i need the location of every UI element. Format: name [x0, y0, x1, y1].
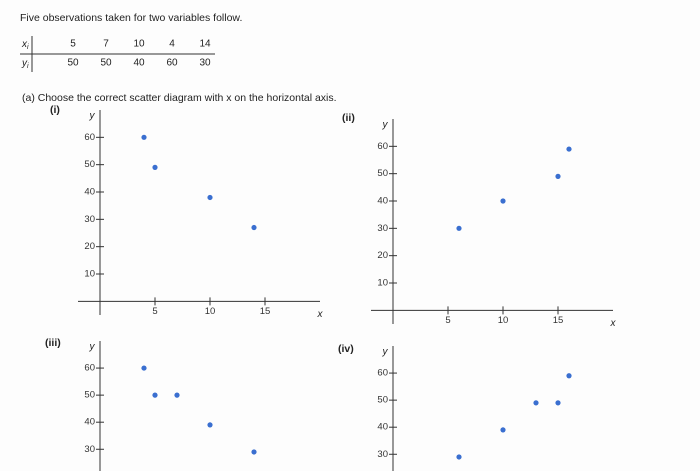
- y-tick-label: 40: [84, 417, 95, 428]
- intro-text: Five observations taken for two variable…: [20, 12, 242, 24]
- y-tick-label: 60: [84, 132, 95, 143]
- y-axis-label: y: [382, 347, 389, 358]
- y-tick-label: 30: [377, 223, 388, 234]
- x-tick-label: 15: [553, 315, 564, 326]
- table-cell: 5: [70, 39, 76, 50]
- x-tick-label: 10: [205, 306, 216, 317]
- y-axis-label: y: [382, 120, 389, 131]
- y-tick-label: 50: [377, 168, 388, 179]
- scatter-point: [533, 400, 539, 406]
- y-axis-label: y: [89, 111, 96, 122]
- table-cell: 50: [100, 58, 112, 69]
- scatter-point: [456, 225, 462, 231]
- y-tick-label: 40: [377, 196, 388, 207]
- y-tick-label: 60: [84, 363, 95, 374]
- table-cell: 4: [169, 39, 175, 50]
- y-tick-label: 30: [84, 214, 95, 225]
- scatter-point: [500, 427, 506, 433]
- table-cell: 50: [67, 58, 79, 69]
- scatter-point: [456, 454, 462, 460]
- row-label: xi: [21, 39, 29, 51]
- scatter-point: [566, 373, 572, 379]
- y-tick-label: 20: [377, 250, 388, 261]
- scatter-point: [555, 400, 561, 406]
- table-cell: 10: [133, 39, 145, 50]
- y-tick-label: 50: [84, 390, 95, 401]
- x-tick-label: 5: [445, 315, 450, 326]
- scatter-point: [207, 194, 213, 201]
- scatter-point: [141, 134, 147, 140]
- x-tick-label: 5: [152, 306, 157, 317]
- plot-label: (i): [50, 104, 60, 116]
- y-tick-label: 30: [377, 449, 388, 460]
- plot-label: (ii): [342, 112, 355, 124]
- row-label: yi: [21, 58, 29, 70]
- scatter-point: [555, 173, 561, 179]
- table-cell: 14: [199, 39, 211, 50]
- y-tick-label: 50: [84, 159, 95, 170]
- plot-label: (iii): [45, 337, 61, 349]
- y-tick-label: 40: [84, 187, 95, 198]
- y-tick-label: 10: [84, 269, 95, 280]
- scatter-point: [152, 164, 158, 170]
- scatter-point: [207, 422, 213, 428]
- scatter-point: [152, 392, 158, 398]
- row-label-sub: i: [27, 44, 29, 51]
- x-axis-label: x: [317, 309, 324, 320]
- table-cell: 30: [199, 58, 211, 69]
- y-tick-label: 20: [84, 241, 95, 252]
- question-text: (a) Choose the correct scatter diagram w…: [22, 92, 337, 104]
- scatter-point: [251, 224, 257, 231]
- table-cell: 7: [103, 39, 109, 50]
- x-axis-label: x: [610, 318, 617, 329]
- y-tick-label: 10: [377, 278, 388, 289]
- x-tick-label: 15: [260, 306, 271, 317]
- table-cell: 40: [133, 58, 145, 69]
- x-tick-label: 10: [498, 315, 509, 326]
- scatter-point: [500, 198, 506, 204]
- plot-label: (iv): [338, 343, 354, 355]
- scatter-point: [566, 146, 572, 152]
- row-label-sub: i: [27, 63, 29, 70]
- scatter-point: [174, 392, 180, 398]
- y-tick-label: 50: [377, 395, 388, 406]
- y-tick-label: 40: [377, 422, 388, 433]
- row-label-var: x: [21, 39, 28, 50]
- y-tick-label: 30: [84, 444, 95, 455]
- row-label-var: y: [21, 58, 28, 69]
- y-axis-label: y: [89, 342, 96, 353]
- scatter-point: [141, 365, 147, 371]
- scatter-point: [251, 449, 257, 455]
- table-cell: 60: [166, 58, 178, 69]
- y-tick-label: 60: [377, 368, 388, 379]
- y-tick-label: 60: [377, 141, 388, 152]
